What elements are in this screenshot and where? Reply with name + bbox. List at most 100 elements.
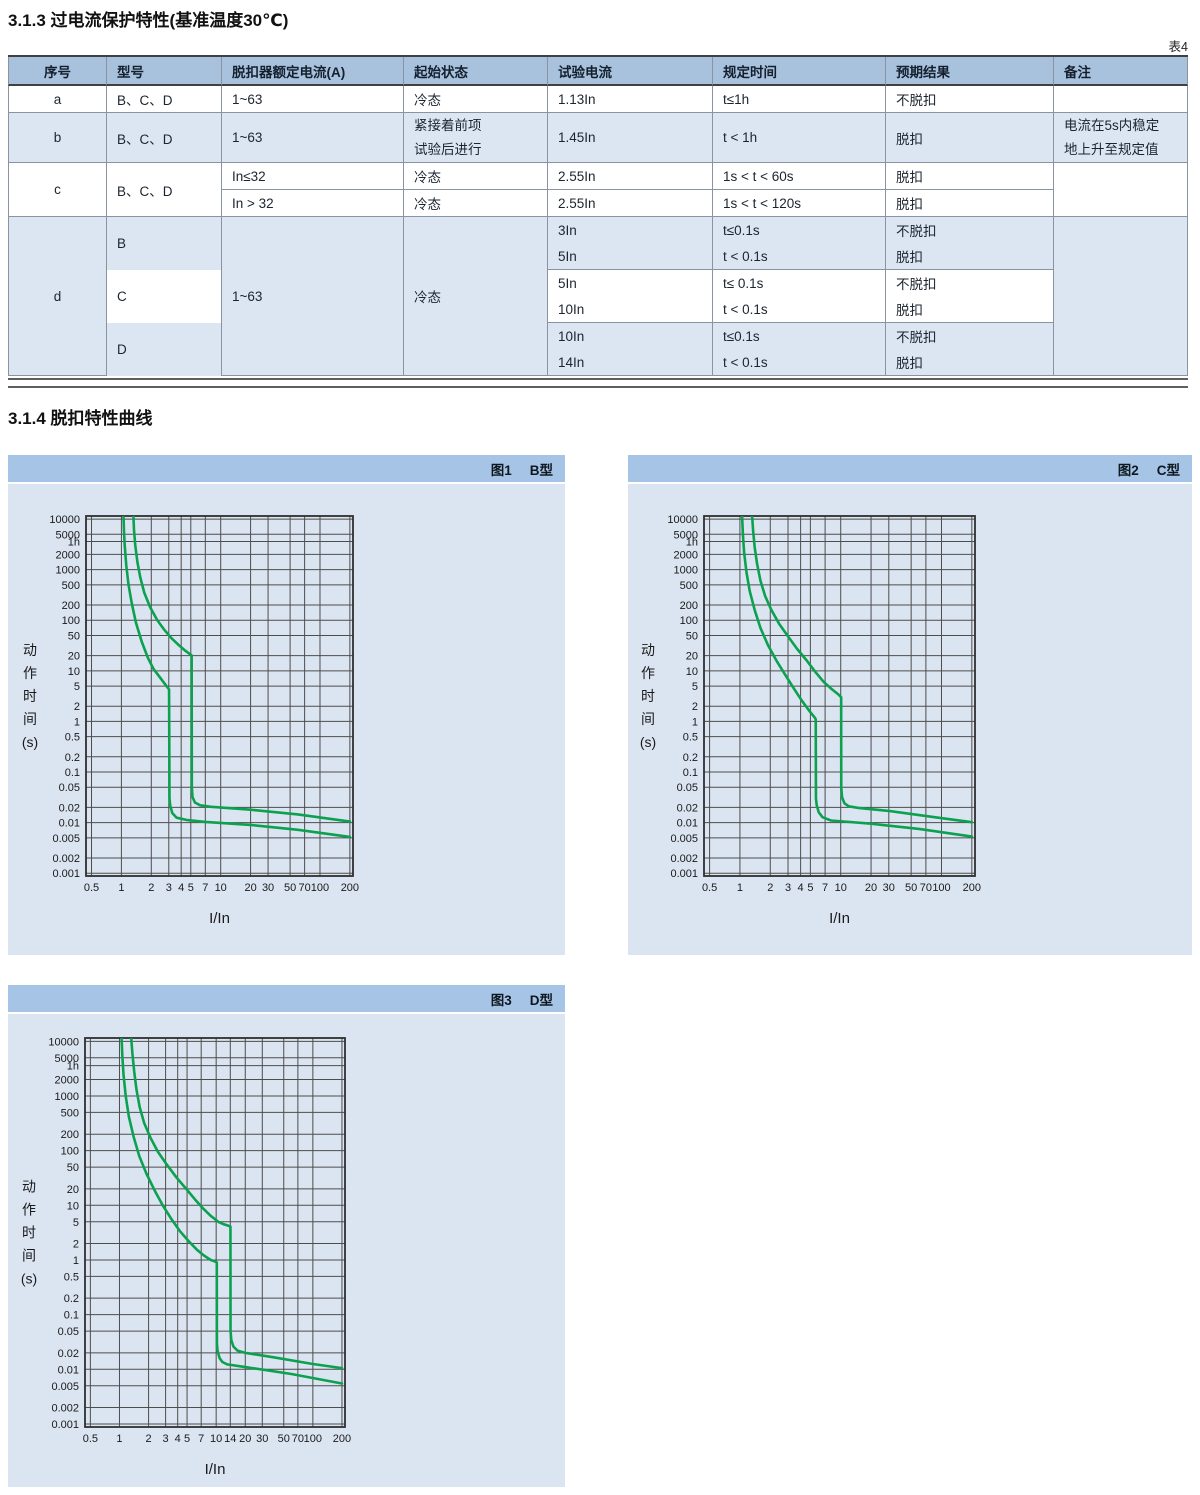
svg-text:0.1: 0.1: [64, 1310, 79, 1322]
svg-text:50: 50: [284, 882, 296, 894]
svg-text:100: 100: [311, 882, 329, 894]
svg-text:0.001: 0.001: [670, 868, 698, 880]
figure2-panel: 图2 C型 10000 5000 1h 2000 1000 500 200 100 50 20 10…: [628, 455, 1192, 955]
cell-seq-a: a: [8, 86, 107, 113]
table-row: C 5In t≤ 0.1s 不脱扣: [8, 270, 1188, 323]
svg-text:I/In: I/In: [829, 910, 850, 927]
figure3-chart: 10000 5000 1h 2000 1000 500 200 100 50 20 10 5 2 1 0.5…: [8, 1014, 565, 1487]
svg-text:50: 50: [905, 882, 917, 894]
cell-test-d-d2: 14In: [548, 349, 713, 376]
table-row: In > 32 冷态 2.55In 1s < t < 120s 脱扣: [8, 190, 1188, 217]
cell-test-b: 1.45In: [548, 113, 713, 163]
svg-text:0.005: 0.005: [52, 833, 80, 845]
overcurrent-table: 序号 型号 脱扣器额定电流(A) 起始状态 试验电流 规定时间 预期结果 备注 …: [8, 55, 1188, 376]
svg-text:10: 10: [67, 1200, 79, 1212]
cell-state-b-line2: 试验后进行: [414, 141, 482, 157]
table-row: d B 1~63 冷态 3In t≤0.1s 不脱扣: [8, 217, 1188, 376]
cell-current-d: 1~63: [222, 217, 404, 376]
svg-text:I/In: I/In: [205, 1461, 226, 1478]
cell-result-b: 脱扣: [886, 113, 1054, 163]
cell-state-b: 紧接着前项 试验后进行: [404, 113, 548, 163]
cell-model-b: B、C、D: [107, 113, 222, 163]
svg-text:20: 20: [67, 1184, 79, 1196]
table-bottom-double-rule: [8, 378, 1188, 388]
svg-text:500: 500: [61, 1107, 79, 1119]
cell-note-b-line1: 电流在5s内稳定: [1064, 117, 1160, 133]
svg-text:7: 7: [198, 1433, 204, 1445]
section-title-trip-curves: 3.1.4 脱扣特性曲线: [8, 409, 153, 428]
svg-text:20: 20: [865, 882, 877, 894]
cell-model-d-D: D: [107, 323, 222, 376]
svg-text:2: 2: [148, 882, 154, 894]
svg-text:4: 4: [798, 882, 804, 894]
svg-text:(s): (s): [22, 734, 38, 750]
svg-text:0.002: 0.002: [52, 853, 80, 865]
header-remark: 备注: [1054, 57, 1188, 86]
cell-time-d-b1: t≤0.1s: [713, 217, 886, 243]
svg-text:0.05: 0.05: [677, 782, 698, 794]
svg-text:0.005: 0.005: [51, 1381, 79, 1393]
figure3-panel: 图3 D型 10000 5000 1h 2000 1000 500 200 100 50 20 10…: [8, 985, 565, 1487]
svg-text:0.02: 0.02: [677, 802, 698, 814]
svg-text:70: 70: [920, 882, 932, 894]
section-title-overcurrent: 3.1.3 过电流保护特性(基准温度30℃): [8, 11, 289, 30]
cell-note-c: [1054, 163, 1188, 217]
cell-time-d-d1: t≤0.1s: [713, 323, 886, 349]
svg-text:100: 100: [62, 615, 80, 627]
cell-model-d-B: B: [107, 217, 222, 270]
svg-text:时: 时: [22, 1225, 36, 1241]
svg-text:0.1: 0.1: [683, 767, 698, 779]
cell-seq-c: c: [8, 163, 107, 217]
svg-text:2: 2: [146, 1433, 152, 1445]
cell-state-b-line1: 紧接着前项: [414, 117, 482, 133]
header-test-current: 试验电流: [548, 57, 713, 86]
cell-result-c1: 脱扣: [886, 163, 1054, 190]
svg-text:2: 2: [74, 701, 80, 713]
cell-time-d-b2: t < 0.1s: [713, 243, 886, 270]
svg-text:10: 10: [835, 882, 847, 894]
svg-text:0.002: 0.002: [51, 1403, 79, 1415]
svg-text:200: 200: [963, 882, 981, 894]
svg-text:间: 间: [22, 1248, 36, 1264]
svg-text:1: 1: [74, 716, 80, 728]
cell-time-a: t≤1h: [713, 86, 886, 113]
svg-text:0.1: 0.1: [65, 767, 80, 779]
svg-text:时: 时: [23, 688, 37, 704]
svg-text:动: 动: [641, 642, 655, 658]
svg-text:20: 20: [244, 882, 256, 894]
svg-text:5: 5: [188, 882, 194, 894]
svg-text:200: 200: [61, 1129, 79, 1141]
svg-text:1: 1: [116, 1433, 122, 1445]
svg-text:0.5: 0.5: [64, 1271, 79, 1283]
table-row: 10In t < 0.1s 脱扣: [8, 296, 1188, 323]
figure2-number: 图2: [1117, 462, 1139, 478]
svg-text:100: 100: [932, 882, 950, 894]
svg-text:20: 20: [686, 651, 698, 663]
svg-text:50: 50: [686, 630, 698, 642]
svg-text:5: 5: [692, 681, 698, 693]
cell-current-b: 1~63: [222, 113, 404, 163]
svg-text:200: 200: [341, 882, 359, 894]
svg-text:0.5: 0.5: [84, 882, 99, 894]
cell-note-a: [1054, 86, 1188, 113]
svg-text:30: 30: [262, 882, 274, 894]
svg-text:(s): (s): [21, 1271, 37, 1287]
header-rated-current: 脱扣器额定电流(A): [222, 57, 404, 86]
cell-state-a: 冷态: [404, 86, 548, 113]
cell-time-d-c1: t≤ 0.1s: [713, 270, 886, 296]
cell-note-d: [1054, 217, 1188, 376]
svg-text:0.2: 0.2: [64, 1293, 79, 1305]
svg-text:时: 时: [641, 688, 655, 704]
svg-text:2000: 2000: [55, 1075, 79, 1087]
svg-text:5000: 5000: [674, 529, 698, 541]
figure1-type-label: B型: [529, 462, 553, 478]
table-row: 5In t < 0.1s 脱扣: [8, 243, 1188, 270]
svg-text:500: 500: [680, 580, 698, 592]
svg-text:1000: 1000: [55, 1091, 79, 1103]
cell-test-d-c1: 5In: [548, 270, 713, 296]
svg-text:2: 2: [767, 882, 773, 894]
cell-result-d-b2: 脱扣: [886, 243, 1054, 270]
figure3-title-bar: 图3 D型: [8, 985, 565, 1012]
header-expected-result: 预期结果: [886, 57, 1054, 86]
